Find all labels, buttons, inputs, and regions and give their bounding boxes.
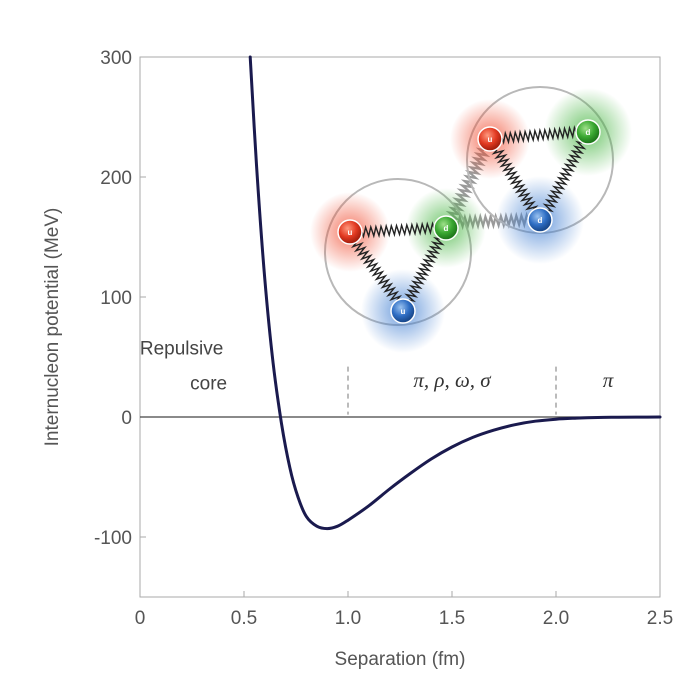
x-tick-label: 1.5 <box>439 608 465 629</box>
x-tick-label: 2.5 <box>647 608 673 629</box>
quark-d-green-right: d <box>575 119 601 145</box>
quark-u-red-left: u <box>337 219 363 245</box>
region-label: Repulsive <box>140 339 223 360</box>
nucleon-illustration: u d u u d d <box>310 86 632 353</box>
gluon-spring <box>501 124 577 146</box>
x-tick-label: 2.0 <box>543 608 569 629</box>
x-axis-title: Separation (fm) <box>335 649 466 670</box>
quark-label: d <box>538 216 543 225</box>
annotations: Repulsive core π, ρ, ω, σ π <box>140 339 614 395</box>
quark-u-blue-left: u <box>390 298 416 324</box>
quark-label: u <box>401 307 406 316</box>
quark-u-red-right: u <box>477 126 503 152</box>
gluon-spring <box>350 241 403 302</box>
y-tick-label: 0 <box>121 408 132 429</box>
gluon-spring <box>361 221 435 239</box>
gluon-spring <box>404 236 445 303</box>
region-label: π, ρ, ω, σ <box>413 368 492 392</box>
y-axis-title: Internucleon potential (MeV) <box>42 208 63 447</box>
quark-label: u <box>348 228 353 237</box>
x-tick-label: 0 <box>135 608 146 629</box>
quark-d-green-left: d <box>433 215 459 241</box>
x-tick-label: 0.5 <box>231 608 257 629</box>
region-label: core <box>190 373 227 394</box>
gluon-spring <box>491 149 539 211</box>
potential-curve <box>248 55 662 531</box>
gluon-spring <box>542 140 587 213</box>
y-tick-label: 100 <box>100 288 132 309</box>
quark-label: d <box>586 128 591 137</box>
y-tick-label: 200 <box>100 168 132 189</box>
quark-d-blue-right: d <box>527 207 553 233</box>
y-tick-label: -100 <box>94 528 132 549</box>
plot-area <box>139 56 661 598</box>
y-tick-label: 300 <box>100 48 132 69</box>
quark-label: u <box>488 135 493 144</box>
x-tick-label: 1.0 <box>335 608 361 629</box>
quark-label: d <box>444 224 449 233</box>
axes-layer: 0 0.5 1.0 1.5 2.0 2.5 -100 0 100 200 300 <box>94 48 673 629</box>
gluon-springs <box>350 124 587 303</box>
region-label: π <box>603 368 614 392</box>
